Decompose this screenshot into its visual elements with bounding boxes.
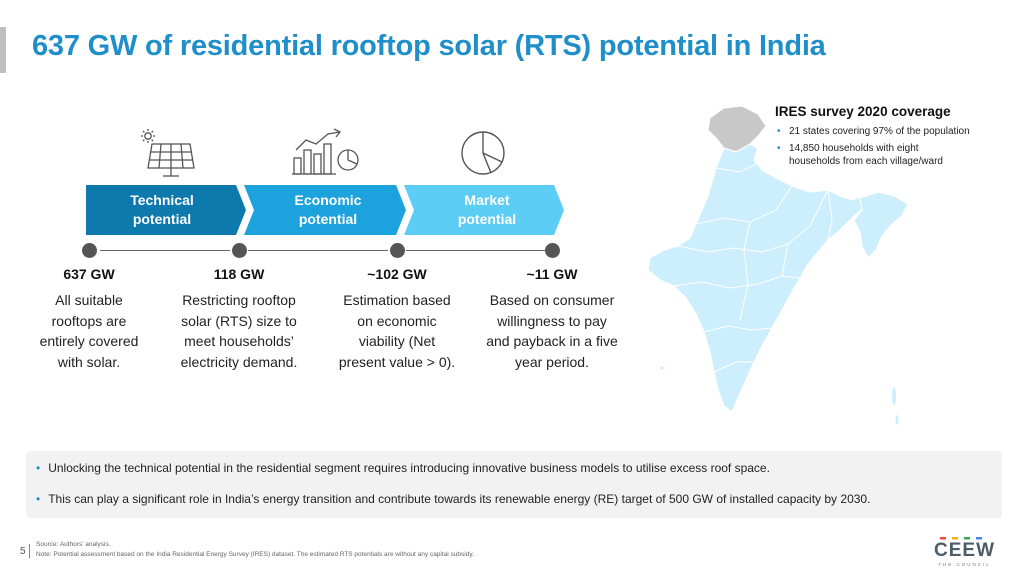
timeline-dot [545,243,560,258]
survey-item: • 21 states covering 97% of the populatio… [777,126,970,137]
timeline-dot [232,243,247,258]
timeline-connector [406,250,546,251]
stage-market-potential: Market potential [404,185,564,235]
technical-potential-value: 637 GW [63,266,115,282]
economic-potential-description: Restricting rooftop solar (RTS) size to m… [180,292,298,370]
market-potential-description: Based on consumer willingness to pay and … [486,292,618,370]
market-potential-value: ~11 GW [526,266,578,282]
title-accent-bar [0,27,6,73]
stage-technical-potential: Technical potential [86,185,246,235]
growth-chart-icon [290,126,362,178]
india-map [632,100,932,450]
page-number-divider [29,544,30,558]
map-region-islands [660,366,664,370]
map-region-north [707,105,767,153]
viable-potential-description: Estimation based on economic viability (N… [338,292,456,370]
ceew-logo: CEEW THE COUNCIL [934,537,995,567]
timeline-connector [100,250,230,251]
survey-heading: IRES survey 2020 coverage [775,104,951,119]
viable-potential-value: ~102 GW [367,266,427,282]
pie-chart-icon [458,128,508,178]
map-region-northeast [853,191,909,260]
survey-coverage: IRES survey 2020 coverage • 21 states cov… [775,104,1015,172]
economic-potential-value: 118 GW [213,266,265,282]
takeaway-bullet: • Unlocking the technical potential in th… [36,461,770,475]
timeline-dot [390,243,405,258]
map-region-islands [892,387,896,405]
map-region-islands [895,415,899,425]
solar-panel-icon [136,128,198,180]
key-takeaways-box: • Unlocking the technical potential in th… [26,451,1002,518]
timeline-dot [82,243,97,258]
timeline-connector [248,250,388,251]
page-number: 5 [20,546,26,557]
map-region-mainland [647,143,865,413]
stage-economic-potential: Economic potential [244,185,406,235]
survey-item: • 14,850 households with eight households … [777,143,943,167]
technical-potential-description: All suitable rooftops are entirely covere… [39,292,139,370]
page-title: 637 GW of residential rooftop solar (RTS… [32,30,826,62]
source-note: Source: Authors’ analysis. Note: Potenti… [36,541,474,558]
takeaway-bullet: • This can play a significant role in Ind… [36,492,871,506]
